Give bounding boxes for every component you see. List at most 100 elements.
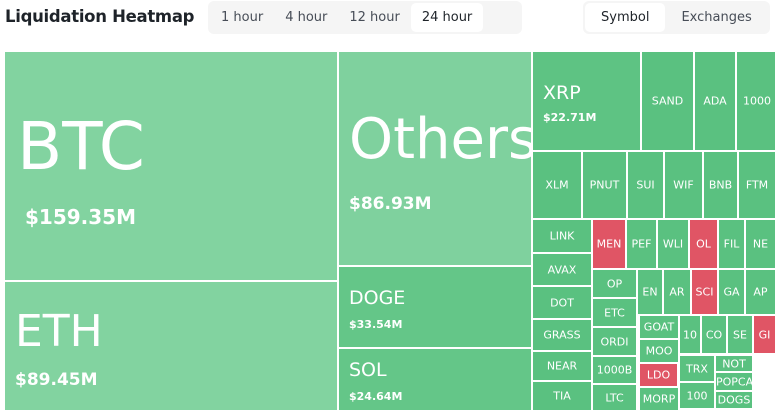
heatmap-tile[interactable]: TRX: [680, 356, 714, 381]
heatmap-tile[interactable]: BNB: [704, 152, 737, 218]
heatmap-tile[interactable]: DOT: [533, 287, 591, 318]
heatmap-tile[interactable]: LTC: [593, 385, 636, 410]
time-tab[interactable]: 12 hour: [349, 10, 400, 25]
tile-value: $86.93M: [349, 194, 432, 214]
heatmap-tile[interactable]: FIL: [719, 220, 744, 268]
view-tab[interactable]: Symbol: [585, 3, 666, 32]
heatmap-tile[interactable]: 100: [680, 383, 714, 408]
heatmap-tile[interactable]: ADA: [695, 52, 735, 150]
tile-label: FTM: [745, 178, 769, 192]
heatmap-tile[interactable]: ETH $89.45M: [5, 282, 337, 410]
tile-label: FIL: [723, 237, 740, 251]
tile-label: ADA: [703, 94, 727, 108]
heatmap-tile[interactable]: TIA: [533, 382, 591, 410]
tile-label: SAND: [651, 94, 684, 108]
heatmap-tile[interactable]: ETC: [593, 299, 636, 326]
tile-label: OP: [606, 277, 623, 290]
view-tab[interactable]: Exchanges: [681, 10, 752, 25]
heatmap-tile[interactable]: OP: [593, 270, 636, 297]
tile-value: $89.45M: [15, 370, 98, 390]
heatmap-tile[interactable]: XLM: [533, 152, 581, 218]
heatmap-tile[interactable]: EN: [638, 270, 662, 314]
heatmap-tile[interactable]: PNUT: [583, 152, 626, 218]
heatmap-tile[interactable]: NE: [746, 220, 775, 268]
heatmap-tile[interactable]: SUI: [628, 152, 663, 218]
tile-label: LTC: [605, 391, 624, 404]
heatmap-tile[interactable]: AVAX: [533, 254, 591, 285]
heatmap-tile[interactable]: AR: [664, 270, 690, 314]
tile-label: LDO: [646, 368, 671, 382]
tile-label: ETC: [604, 306, 625, 319]
tile-label: DOGE: [349, 287, 406, 309]
heatmap-tile[interactable]: CO: [702, 316, 726, 353]
tile-label: LINK: [549, 229, 575, 243]
heatmap-tile[interactable]: 1000: [737, 52, 775, 150]
heatmap-tile[interactable]: GOAT: [640, 316, 678, 338]
tile-label: TRX: [686, 362, 708, 375]
tile-label: BNB: [708, 178, 733, 192]
tile-label: PEF: [631, 237, 652, 251]
heatmap-tile[interactable]: PEF: [627, 220, 656, 268]
tile-label: AP: [753, 285, 768, 299]
heatmap-tile[interactable]: MOO: [640, 340, 678, 362]
tile-label: Others: [349, 107, 531, 172]
time-tab[interactable]: 4 hour: [285, 10, 328, 25]
heatmap-tile[interactable]: GA: [719, 270, 744, 314]
heatmap-tile[interactable]: BTC $159.35M: [5, 52, 337, 280]
heatmap-tile[interactable]: FTM: [739, 152, 775, 218]
heatmap-tile[interactable]: GRASS: [533, 320, 591, 350]
page-title: Liquidation Heatmap: [5, 7, 195, 26]
heatmap-tile[interactable]: NOT: [716, 356, 752, 371]
time-tab[interactable]: 24 hour: [410, 3, 484, 32]
time-tab[interactable]: 1 hour: [221, 10, 264, 25]
view-tabs: Symbol Exchanges: [583, 1, 770, 34]
heatmap-tile[interactable]: SAND: [642, 52, 693, 150]
heatmap-tile[interactable]: SCI: [692, 270, 717, 314]
heatmap-tile[interactable]: SE: [728, 316, 752, 353]
tile-label: 10: [683, 328, 697, 341]
heatmap-tile[interactable]: LDO: [640, 364, 677, 386]
heatmap-tile[interactable]: NEAR: [533, 352, 591, 380]
heatmap-tile[interactable]: WIF: [665, 152, 702, 218]
tile-label: SE: [733, 328, 747, 341]
tile-label: CO: [705, 328, 723, 341]
tile-value: $159.35M: [25, 205, 136, 229]
tile-label: XRP: [543, 82, 581, 104]
heatmap-tile[interactable]: MORP: [640, 388, 678, 410]
tile-label: SCI: [695, 285, 714, 299]
tile-label: DOT: [550, 296, 574, 309]
tile-label: WLI: [662, 237, 684, 251]
tile-label: BTC: [17, 108, 145, 185]
heatmap-tile[interactable]: Others $86.93M: [339, 52, 531, 265]
tile-label: ETH: [15, 306, 103, 357]
tile-label: GOAT: [643, 320, 675, 334]
tile-label: 1000B: [596, 363, 633, 377]
tile-label: SUI: [636, 178, 655, 192]
tile-label: NE: [752, 237, 769, 251]
heatmap-tile[interactable]: MEN: [593, 220, 625, 268]
heatmap-tile[interactable]: XRP $22.71M: [533, 52, 640, 150]
heatmap-tile[interactable]: POPCA: [716, 373, 752, 390]
heatmap-tile[interactable]: WLI: [658, 220, 688, 268]
tile-value: $24.64M: [349, 390, 403, 403]
tile-label: AVAX: [547, 263, 577, 276]
tile-label: NOT: [722, 357, 746, 370]
tile-value: $33.54M: [349, 318, 403, 331]
heatmap-tile[interactable]: DOGE $33.54M: [339, 267, 531, 347]
tile-label: AR: [669, 285, 685, 299]
heatmap-tile[interactable]: DOGS: [716, 392, 752, 408]
heatmap-tile[interactable]: OL: [690, 220, 717, 268]
heatmap-tile[interactable]: SOL $24.64M: [339, 349, 531, 410]
tile-label: OL: [696, 237, 711, 251]
tile-label: POPCA: [716, 375, 752, 388]
heatmap-tile[interactable]: GI: [754, 316, 775, 353]
heatmap-tile[interactable]: 10: [680, 316, 700, 353]
heatmap-tile[interactable]: 1000B: [593, 357, 636, 383]
tile-label: MOO: [645, 344, 673, 358]
heatmap-tile[interactable]: LINK: [533, 220, 591, 252]
heatmap-tile[interactable]: AP: [746, 270, 775, 314]
heatmap-tile[interactable]: ORDI: [593, 328, 636, 355]
tile-label: XLM: [545, 178, 569, 192]
tile-label: WIF: [673, 178, 694, 192]
